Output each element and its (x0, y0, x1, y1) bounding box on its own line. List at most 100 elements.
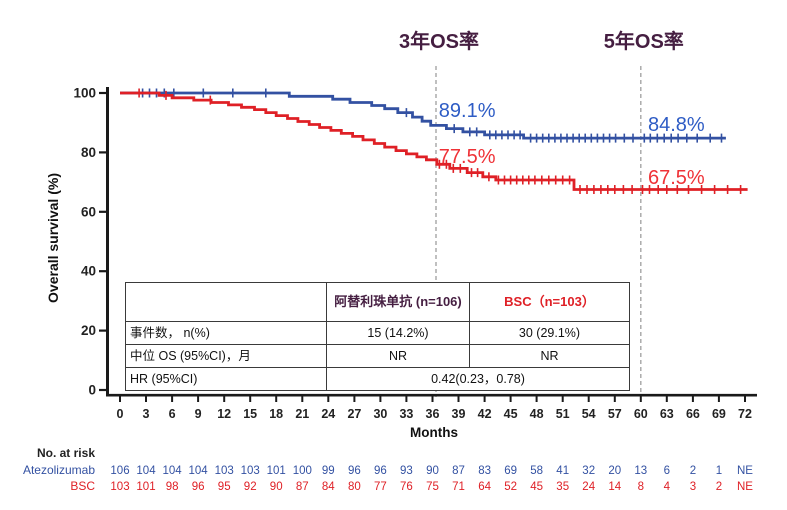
risk-value-bsc-69m: 2 (716, 481, 722, 493)
stats-row-median-os-label: 中位 OS (95%CI)，月 (125, 344, 327, 368)
x-tick-label: 27 (347, 407, 361, 421)
y-tick-label: 20 (81, 323, 96, 338)
risk-value-bsc-54m: 24 (582, 481, 595, 493)
risk-value-bsc-15m: 92 (244, 481, 257, 493)
x-tick-label: 72 (738, 407, 752, 421)
x-tick-label: 12 (217, 407, 231, 421)
risk-value-atezolizumab-3m: 104 (136, 465, 156, 477)
risk-value-atezolizumab-6m: 104 (163, 465, 183, 477)
risk-value-atezolizumab-45m: 69 (504, 465, 517, 477)
stats-median-os-bsc: NR (469, 344, 630, 368)
risk-row-label-bsc: BSC (70, 479, 95, 493)
risk-value-bsc-0m: 103 (110, 481, 129, 493)
x-tick-label: 57 (608, 407, 622, 421)
risk-value-atezolizumab-15m: 103 (241, 465, 260, 477)
risk-value-bsc-27m: 80 (348, 481, 361, 493)
y-tick-label: 60 (81, 204, 96, 219)
stats-row-events-label: 事件数， n(%) (125, 321, 327, 345)
risk-value-atezolizumab-9m: 104 (189, 465, 209, 477)
x-tick-label: 45 (504, 407, 518, 421)
risk-value-atezolizumab-27m: 96 (348, 465, 361, 477)
risk-value-atezolizumab-66m: 2 (690, 465, 696, 477)
x-tick-label: 33 (399, 407, 413, 421)
y-tick-label: 0 (88, 383, 96, 398)
no-at-risk-title: No. at risk (37, 446, 95, 460)
risk-value-atezolizumab-48m: 58 (530, 465, 543, 477)
stats-median-os-atezolizumab: NR (326, 344, 470, 368)
risk-value-atezolizumab-33m: 93 (400, 465, 413, 477)
x-tick-label: 54 (582, 407, 596, 421)
risk-value-atezolizumab-72m: NE (737, 465, 753, 477)
os-rate-value-bsc: 67.5% (648, 167, 705, 189)
risk-value-atezolizumab-54m: 32 (582, 465, 595, 477)
x-axis-title: Months (410, 425, 458, 440)
x-tick-label: 21 (295, 407, 309, 421)
risk-value-bsc-57m: 14 (608, 481, 621, 493)
stats-table: 阿替利珠单抗 (n=106) BSC（n=103） 事件数， n(%) 15 (… (125, 282, 630, 391)
os-rate-value-atezolizumab: 89.1% (439, 100, 496, 122)
x-tick-label: 69 (712, 407, 726, 421)
km-curve-bsc (120, 91, 748, 191)
risk-value-bsc-39m: 71 (452, 481, 465, 493)
km-curve-atezolizumab (120, 91, 726, 140)
risk-value-bsc-48m: 45 (530, 481, 543, 493)
stats-events-bsc: 30 (29.1%) (469, 321, 630, 345)
os-rate-title-36m: 3年OS率 (399, 29, 479, 53)
x-tick-label: 51 (556, 407, 570, 421)
risk-value-bsc-6m: 98 (166, 481, 179, 493)
stats-events-atezolizumab: 15 (14.2%) (326, 321, 470, 345)
risk-value-atezolizumab-0m: 106 (110, 465, 129, 477)
risk-value-bsc-60m: 8 (638, 481, 644, 493)
risk-value-atezolizumab-57m: 20 (608, 465, 621, 477)
x-tick-label: 24 (321, 407, 335, 421)
risk-value-bsc-33m: 76 (400, 481, 413, 493)
x-tick-label: 18 (269, 407, 283, 421)
risk-value-atezolizumab-51m: 41 (556, 465, 569, 477)
x-tick-label: 0 (117, 407, 124, 421)
x-tick-label: 66 (686, 407, 700, 421)
risk-value-atezolizumab-60m: 13 (634, 465, 647, 477)
os-rate-value-bsc: 77.5% (439, 146, 496, 168)
x-tick-label: 6 (169, 407, 176, 421)
os-rate-title-60m: 5年OS率 (604, 29, 684, 53)
risk-value-atezolizumab-30m: 96 (374, 465, 387, 477)
stats-table-grid: 阿替利珠单抗 (n=106) BSC（n=103） 事件数， n(%) 15 (… (125, 282, 630, 391)
x-tick-label: 39 (452, 407, 466, 421)
risk-value-atezolizumab-36m: 90 (426, 465, 439, 477)
risk-value-bsc-3m: 101 (136, 481, 155, 493)
x-tick-label: 30 (373, 407, 387, 421)
y-tick-label: 100 (73, 86, 96, 101)
risk-value-atezolizumab-24m: 99 (322, 465, 335, 477)
risk-row-label-atezolizumab: Atezolizumab (23, 463, 95, 477)
x-tick-label: 3 (143, 407, 150, 421)
risk-value-atezolizumab-12m: 103 (215, 465, 234, 477)
os-rate-value-atezolizumab: 84.8% (648, 114, 705, 136)
risk-value-atezolizumab-42m: 83 (478, 465, 491, 477)
risk-value-atezolizumab-18m: 101 (267, 465, 286, 477)
stats-hr-value: 0.42(0.23，0.78) (326, 367, 630, 391)
risk-value-atezolizumab-63m: 6 (664, 465, 670, 477)
risk-value-bsc-24m: 84 (322, 481, 335, 493)
risk-value-bsc-36m: 75 (426, 481, 439, 493)
x-tick-label: 36 (426, 407, 440, 421)
risk-value-atezolizumab-39m: 87 (452, 465, 465, 477)
risk-value-bsc-18m: 90 (270, 481, 283, 493)
risk-value-bsc-72m: NE (737, 481, 753, 493)
risk-value-atezolizumab-69m: 1 (716, 465, 722, 477)
x-tick-label: 42 (478, 407, 492, 421)
x-tick-label: 15 (243, 407, 257, 421)
risk-value-bsc-63m: 4 (664, 481, 671, 493)
stats-header-atezolizumab: 阿替利珠单抗 (n=106) (326, 282, 470, 322)
risk-value-bsc-42m: 64 (478, 481, 491, 493)
x-tick-label: 48 (530, 407, 544, 421)
risk-value-bsc-45m: 52 (504, 481, 517, 493)
stats-row-hr-label: HR (95%CI) (125, 367, 327, 391)
risk-value-bsc-9m: 96 (192, 481, 205, 493)
risk-value-bsc-21m: 87 (296, 481, 309, 493)
stats-header-bsc: BSC（n=103） (469, 282, 630, 322)
risk-value-atezolizumab-21m: 100 (293, 465, 312, 477)
risk-value-bsc-66m: 3 (690, 481, 696, 493)
stats-header-empty (125, 282, 327, 322)
